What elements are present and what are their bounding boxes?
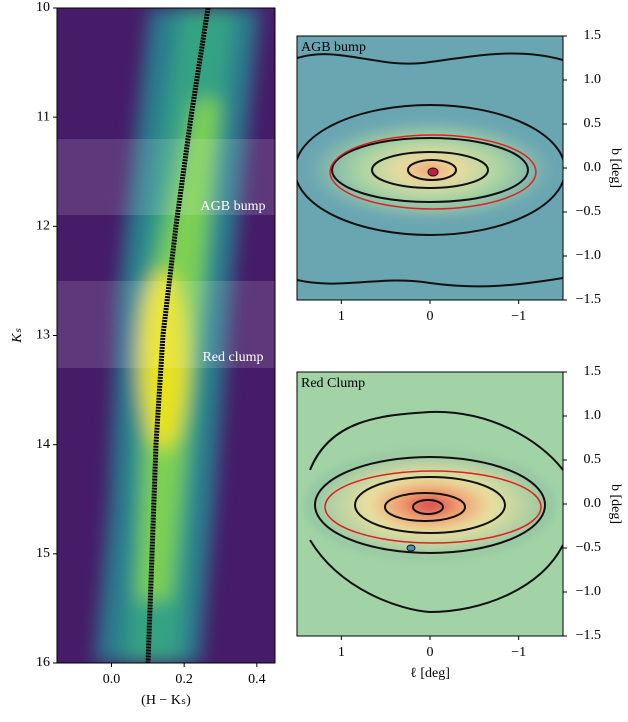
panel-title: AGB bump xyxy=(301,40,366,55)
agb-map xyxy=(297,36,563,300)
y-tick-label: 0.5 xyxy=(584,452,602,467)
x-axis-label: ℓ [deg] xyxy=(410,666,450,681)
y-tick-label: 0.0 xyxy=(584,160,602,175)
y-tick-label: −0.5 xyxy=(576,540,601,555)
y-tick-label: 1.5 xyxy=(584,28,602,43)
y-tick-label: −1.5 xyxy=(576,292,601,307)
y-tick-label: 12 xyxy=(36,219,50,234)
y-tick-label: 15 xyxy=(36,546,50,561)
rc-map xyxy=(297,372,563,636)
y-tick-label: −1.0 xyxy=(576,248,601,263)
y-tick-label: 0.5 xyxy=(584,116,602,131)
x-tick-label: 1 xyxy=(338,309,345,324)
y-tick-label: 1.0 xyxy=(584,72,602,87)
y-tick-label: 16 xyxy=(36,655,50,670)
x-tick-label: 0.4 xyxy=(248,672,266,687)
y-tick-label: 0.0 xyxy=(584,496,602,511)
y-tick-label: 1.5 xyxy=(584,364,602,379)
y-tick-label: 1.0 xyxy=(584,408,602,423)
y-tick-label: −1.5 xyxy=(576,628,601,643)
cmd-image xyxy=(57,8,275,663)
y-tick-label: 14 xyxy=(36,437,50,452)
x-tick-label: 0 xyxy=(427,645,434,660)
x-tick-label: 0.0 xyxy=(103,672,121,687)
x-tick-label: 0.2 xyxy=(175,672,193,687)
x-tick-label: 0 xyxy=(427,309,434,324)
x-tick-label: −1 xyxy=(511,309,526,324)
y-axis-label: Kₛ xyxy=(10,327,25,343)
x-tick-label: 1 xyxy=(338,645,345,660)
panel-title: Red Clump xyxy=(301,376,365,391)
y-axis-label: b [deg] xyxy=(608,148,623,188)
y-axis-label: b [deg] xyxy=(608,484,623,524)
x-tick-label: −1 xyxy=(511,645,526,660)
annotation: AGB bump xyxy=(201,199,266,214)
y-tick-label: 10 xyxy=(36,0,50,15)
y-tick-label: −1.0 xyxy=(576,584,601,599)
y-tick-label: −0.5 xyxy=(576,204,601,219)
annotation: Red clump xyxy=(202,350,263,365)
x-axis-label: (H − Kₛ) xyxy=(141,693,191,708)
y-tick-label: 11 xyxy=(37,109,50,124)
y-tick-label: 13 xyxy=(36,328,50,343)
